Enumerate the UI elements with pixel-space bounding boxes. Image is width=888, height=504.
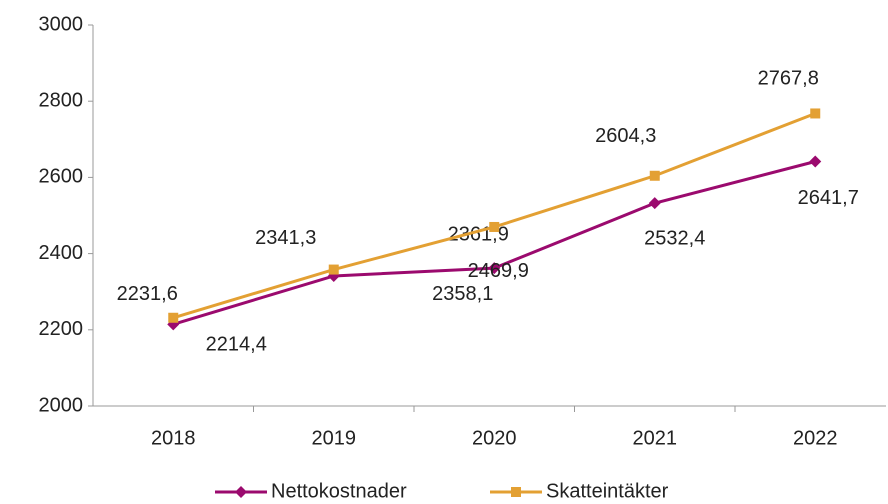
data-label: 2341,3 (255, 227, 316, 249)
data-point (168, 312, 179, 323)
legend-label: Nettokostnader (271, 480, 407, 502)
legend-label: Skatteintäkter (546, 480, 669, 502)
data-point (328, 264, 339, 275)
y-tick-label: 3000 (39, 13, 84, 35)
legend-marker (235, 486, 247, 498)
x-tick-label: 2019 (312, 427, 357, 449)
data-point (649, 170, 660, 181)
data-point (809, 155, 822, 168)
data-label: 2231,6 (117, 283, 178, 305)
data-label: 2641,7 (798, 187, 859, 209)
data-point (489, 221, 500, 232)
y-tick-label: 2400 (39, 242, 84, 264)
legend-marker (511, 487, 521, 497)
data-label: 2767,8 (758, 68, 819, 90)
y-tick-label: 2800 (39, 89, 84, 111)
series-line (172, 112, 816, 320)
x-tick-label: 2021 (633, 427, 678, 449)
data-label: 2532,4 (644, 227, 705, 249)
x-tick-label: 2022 (793, 427, 838, 449)
y-tick-label: 2600 (39, 166, 84, 188)
data-label: 2214,4 (206, 334, 267, 356)
x-tick-label: 2018 (151, 427, 196, 449)
data-label: 2469,9 (468, 260, 529, 282)
y-tick-label: 2000 (39, 394, 84, 416)
y-tick-label: 2200 (39, 318, 84, 340)
data-point (810, 108, 821, 119)
data-label: 2604,3 (595, 125, 656, 147)
data-point (648, 197, 661, 210)
x-tick-label: 2020 (472, 427, 517, 449)
data-point (488, 262, 501, 275)
data-label: 2358,1 (432, 283, 493, 305)
